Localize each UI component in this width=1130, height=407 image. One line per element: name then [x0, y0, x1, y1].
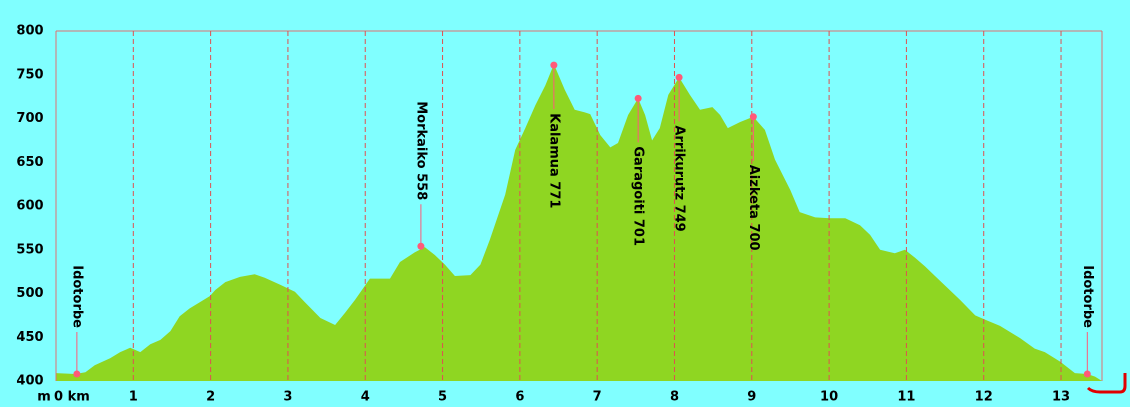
x-tick-label: 11 [897, 390, 915, 405]
x-tick-label: 3 [283, 390, 292, 405]
y-tick-label: 600 [16, 199, 43, 214]
annotation-marker [417, 242, 425, 250]
annotation-label: Idotorbe [69, 265, 84, 328]
y-tick-label: 450 [16, 330, 43, 345]
x-tick-label: 2 [206, 390, 215, 405]
y-tick-label: 550 [16, 242, 43, 257]
annotation-label: Arrikurutz 749 [672, 125, 687, 231]
annotation-marker [675, 73, 683, 81]
annotation-marker [73, 370, 81, 378]
annotation-label: Idotorbe [1080, 265, 1095, 328]
y-tick-label: 700 [16, 111, 43, 126]
y-unit-label: m [37, 390, 51, 405]
x-tick-label: 6 [515, 390, 524, 405]
x-tick-label: 1 [129, 390, 138, 405]
y-tick-label: 400 [16, 374, 43, 389]
x-tick-label: 10 [820, 390, 838, 405]
y-tick-label: 800 [16, 24, 43, 39]
elevation-area [56, 64, 1102, 382]
y-tick-label: 500 [16, 286, 43, 301]
annotation-marker [1083, 370, 1091, 378]
x-tick-label: 4 [361, 390, 370, 405]
y-tick-label: 750 [16, 67, 43, 82]
annotation-label: Morkaiko 558 [413, 101, 428, 200]
corner-mark [1086, 373, 1127, 394]
annotation-marker [550, 61, 558, 69]
annotation-label: Garagoiti 701 [631, 146, 646, 246]
annotation-label: Kalamua 771 [546, 113, 561, 208]
x-tick-label: 9 [747, 390, 756, 405]
x-tick-label: 13 [1052, 390, 1070, 405]
x-tick-label: 12 [975, 390, 993, 405]
y-tick-label: 650 [16, 155, 43, 170]
x-tick-label: 5 [438, 390, 447, 405]
x-tick-label: 8 [670, 390, 679, 405]
x-tick-label: 0 km [54, 390, 90, 405]
annotation-marker [634, 94, 642, 102]
x-tick-label: 7 [593, 390, 602, 405]
annotation-marker [749, 113, 757, 121]
annotation-label: Aizketa 700 [746, 165, 761, 251]
